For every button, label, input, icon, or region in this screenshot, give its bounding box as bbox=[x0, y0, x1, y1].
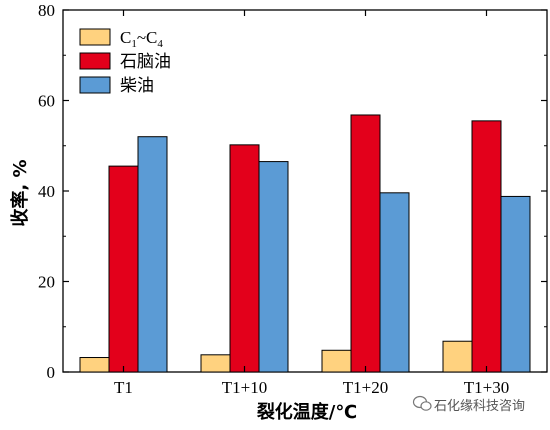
x-tick-label: T1 bbox=[114, 378, 133, 397]
legend-swatch bbox=[79, 76, 111, 94]
x-tick-label: T1+10 bbox=[222, 378, 267, 397]
bar-c1-c4 bbox=[321, 349, 352, 373]
bar-c1-c4 bbox=[442, 340, 473, 373]
y-tick-label: 60 bbox=[38, 92, 55, 111]
y-axis-title: 收率, % bbox=[9, 159, 31, 226]
bar-diesel bbox=[379, 192, 410, 373]
bar-layer bbox=[79, 114, 531, 373]
watermark: 石化缘科技咨询 bbox=[412, 395, 525, 414]
y-tick-label: 40 bbox=[38, 182, 55, 201]
wechat-icon bbox=[412, 395, 432, 411]
tick-layer: 0 20 40 60 80 T1 T1+10 T1+20 T1+30 bbox=[38, 1, 547, 397]
bar-diesel bbox=[500, 195, 531, 373]
bar-diesel bbox=[137, 136, 168, 373]
y-tick-label: 20 bbox=[38, 273, 55, 292]
watermark-text: 石化缘科技咨询 bbox=[434, 399, 525, 414]
y-tick-label: 80 bbox=[38, 1, 55, 20]
x-tick-label: T1+20 bbox=[343, 378, 388, 397]
x-tick-label: T1+30 bbox=[464, 378, 509, 397]
bar-c1-c4 bbox=[200, 354, 231, 373]
y-tick-label: 0 bbox=[47, 363, 56, 382]
legend-swatch bbox=[79, 52, 111, 70]
legend-label: 柴油 bbox=[120, 76, 154, 96]
legend-label: 石脑油 bbox=[120, 52, 171, 72]
bar-naphtha bbox=[471, 120, 502, 373]
legend-label: C1~C4 bbox=[120, 28, 163, 50]
bar-naphtha bbox=[350, 114, 381, 373]
bar-diesel bbox=[258, 161, 289, 373]
legend-swatch bbox=[79, 28, 111, 46]
bar-naphtha bbox=[229, 144, 260, 373]
bar-naphtha bbox=[108, 165, 139, 373]
x-axis-title: 裂化温度/℃ bbox=[256, 401, 357, 423]
bar-c1-c4 bbox=[79, 357, 110, 373]
